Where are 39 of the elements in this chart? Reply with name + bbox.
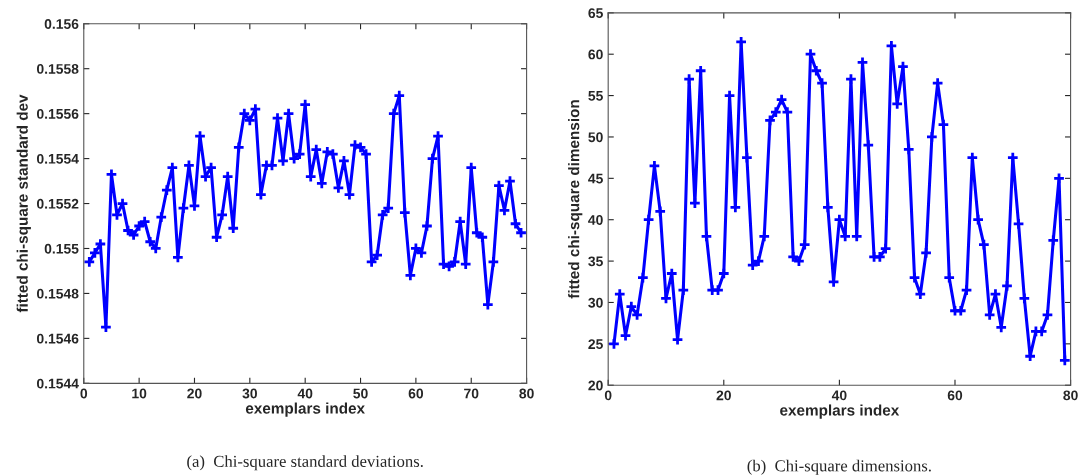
text: (a) Chi-square standard deviations. — [187, 455, 423, 471]
y-tick-label: 20 — [588, 380, 603, 391]
x-tick-label: 40 — [831, 390, 847, 401]
y-tick-label: 0.1544 — [36, 378, 79, 389]
y-tick-label: 40 — [588, 215, 603, 225]
y-tick-label: 55 — [588, 91, 603, 101]
x-tick-label: 10 — [132, 388, 147, 399]
y-tick-label: 0.1556 — [36, 108, 79, 119]
text: (b) Chi-square dimensions. — [747, 459, 931, 475]
x-tick-label: 0 — [80, 388, 88, 399]
x-tick-label: 60 — [408, 388, 424, 399]
y-tick-label: 45 — [588, 173, 603, 184]
x-tick-label: 80 — [1063, 390, 1078, 401]
y-tick-label: 0.1548 — [36, 288, 79, 299]
x-tick-label: 80 — [519, 388, 534, 399]
x-axis-title: exemplars index — [245, 402, 365, 417]
x-tick-label: 20 — [187, 388, 202, 399]
y-tick-label: 0.156 — [44, 19, 79, 29]
y-tick-label: 60 — [588, 49, 603, 60]
y-tick-label: 65 — [588, 8, 603, 18]
x-tick-label: 60 — [947, 390, 963, 401]
y-tick-label: 30 — [588, 297, 603, 308]
y-tick-label: 35 — [588, 256, 603, 267]
y-tick-label: 50 — [588, 132, 603, 143]
x-tick-label: 20 — [716, 390, 731, 401]
y-axis-title: fitted chi-square standard dev — [16, 94, 31, 313]
y-tick-label: 0.1552 — [36, 198, 79, 209]
y-tick-label: 0.1554 — [36, 153, 79, 164]
y-tick-label: 0.1558 — [36, 64, 79, 74]
y-tick-label: 0.1546 — [36, 333, 79, 344]
x-tick-label: 70 — [464, 388, 479, 399]
x-tick-label: 0 — [604, 390, 612, 401]
x-axis-title: exemplars index — [780, 404, 900, 419]
y-tick-label: 0.155 — [44, 243, 79, 254]
x-tick-label: 30 — [242, 388, 257, 399]
x-tick-label: 50 — [353, 388, 368, 399]
x-tick-label: 40 — [297, 388, 313, 399]
y-tick-label: 25 — [588, 339, 603, 350]
y-axis-title: fitted chi-square dimension — [568, 100, 583, 299]
